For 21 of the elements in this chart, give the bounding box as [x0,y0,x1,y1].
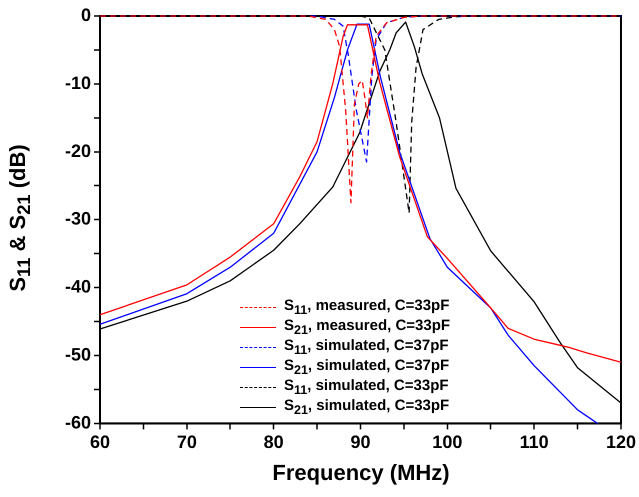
y-tick-label: -40 [64,276,91,297]
legend-label: S$_{11}$, simulated, C=37pF [284,337,449,358]
legend-label: S$_{21}$, measured, C=33pF [284,317,450,338]
x-tick-label: 80 [264,432,284,452]
x-tick-label: 90 [350,432,371,452]
x-tick-label: 110 [520,432,549,452]
y-tick-label: -10 [64,72,91,93]
x-tick-label: 100 [432,432,462,452]
legend-label: S$_{11}$, simulated, C=33pF [284,377,449,398]
y-tick-label: -20 [64,140,91,161]
x-tick-label: 60 [90,432,110,452]
legend-label: S$_{11}$, measured, C=33pF [284,297,450,318]
y-tick-label: -30 [64,208,91,229]
legend-label: S$_{21}$, simulated, C=33pF [284,397,450,418]
x-tick-label: 70 [176,432,197,452]
x-tick-label: 120 [606,432,636,452]
y-tick-label: -60 [64,412,91,432]
x-axis-title: Frequency (MHz) [271,460,451,486]
legend-label: S$_{21}$, simulated, C=37pF [284,357,450,378]
y-tick-label: -50 [64,344,91,364]
y-tick-label: 0 [80,4,91,25]
